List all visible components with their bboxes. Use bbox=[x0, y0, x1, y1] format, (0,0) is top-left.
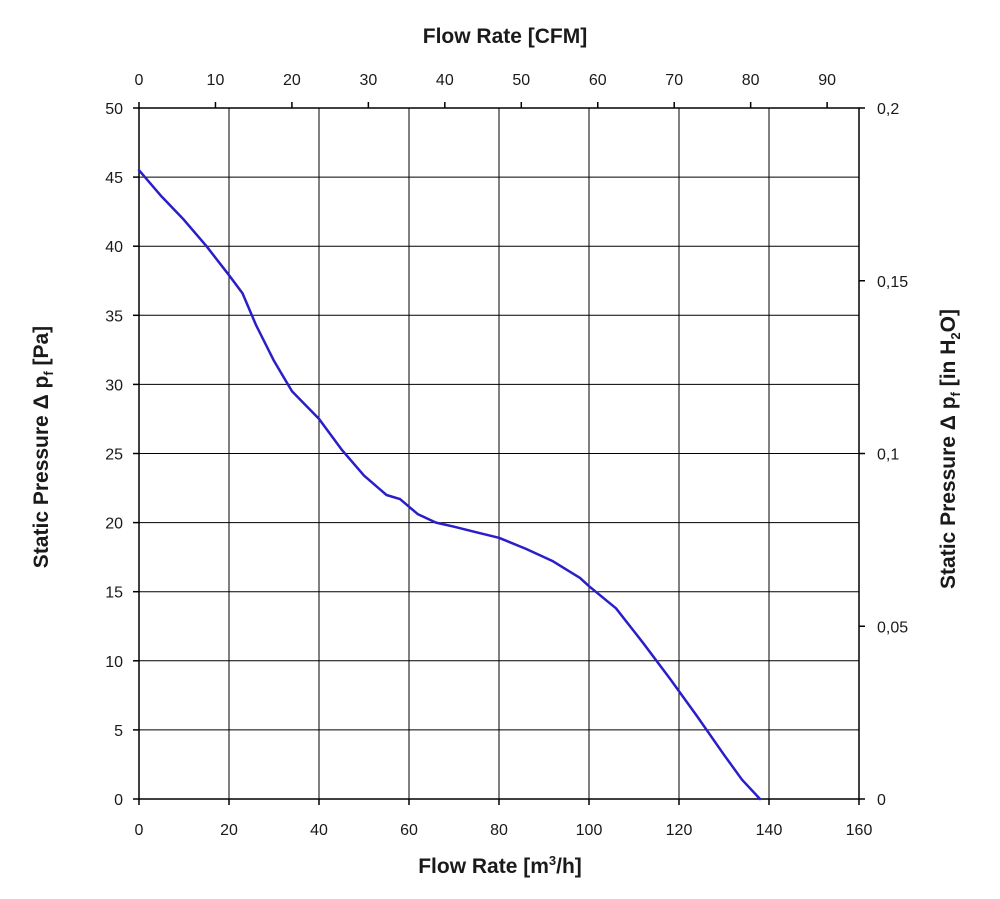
x-bottom-tick-label: 120 bbox=[666, 822, 693, 839]
x-axis-bottom-title-sup: 3 bbox=[549, 853, 556, 868]
y-axis-left-title-sub: f bbox=[41, 371, 56, 376]
x-top-tick-label: 20 bbox=[283, 72, 301, 89]
x-top-tick-label: 40 bbox=[436, 72, 454, 89]
y-axis-right-title-sub2: 2 bbox=[948, 332, 963, 339]
y-left-tick-label: 50 bbox=[105, 101, 123, 118]
x-top-tick-label: 50 bbox=[512, 72, 530, 89]
x-bottom-tick-label: 100 bbox=[576, 822, 603, 839]
y-axis-right-title-pre: Static Pressure Δ p bbox=[937, 396, 960, 589]
x-bottom-tick-label: 160 bbox=[846, 822, 873, 839]
y-axis-left-title-post: [Pa] bbox=[30, 326, 53, 372]
y-left-tick-label: 5 bbox=[114, 723, 123, 740]
x-top-tick-label: 10 bbox=[207, 72, 225, 89]
y-left-tick-label: 45 bbox=[105, 170, 123, 187]
tick-marks bbox=[133, 102, 865, 805]
x-top-tick-label: 70 bbox=[665, 72, 683, 89]
series-layer bbox=[137, 168, 762, 801]
x-bottom-tick-label: 60 bbox=[400, 822, 418, 839]
x-axis-bottom-title-pre: Flow Rate [m bbox=[418, 855, 549, 878]
x-top-tick-label: 60 bbox=[589, 72, 607, 89]
y-axis-right-title: Static Pressure Δ pf [in H2O] bbox=[937, 309, 963, 589]
y-right-tick-label: 0,15 bbox=[877, 274, 908, 291]
y-axis-left-title: Static Pressure Δ pf [Pa] bbox=[30, 326, 56, 568]
series-line-1 bbox=[137, 168, 762, 801]
y-left-tick-label: 15 bbox=[105, 585, 123, 602]
y-left-tick-label: 25 bbox=[105, 447, 123, 464]
x-top-tick-label: 0 bbox=[135, 72, 144, 89]
x-axis-top-title: Flow Rate [CFM] bbox=[423, 25, 587, 48]
y-left-tick-label: 10 bbox=[105, 654, 123, 671]
x-bottom-tick-label: 140 bbox=[756, 822, 783, 839]
y-right-tick-label: 0,1 bbox=[877, 447, 899, 464]
x-bottom-tick-label: 20 bbox=[220, 822, 238, 839]
x-bottom-tick-label: 40 bbox=[310, 822, 328, 839]
y-right-tick-label: 0,2 bbox=[877, 101, 899, 118]
x-top-tick-label: 80 bbox=[742, 72, 760, 89]
y-axis-left-title-pre: Static Pressure Δ p bbox=[30, 376, 53, 569]
y-left-tick-label: 30 bbox=[105, 377, 123, 394]
y-left-tick-label: 40 bbox=[105, 239, 123, 256]
y-left-tick-label: 0 bbox=[114, 792, 123, 809]
x-bottom-tick-label: 80 bbox=[490, 822, 508, 839]
y-axis-right-title-mid: [in H bbox=[937, 340, 960, 393]
y-right-tick-label: 0 bbox=[877, 792, 886, 809]
x-top-tick-label: 90 bbox=[818, 72, 836, 89]
y-axis-right-title-sub: f bbox=[948, 391, 963, 396]
x-top-tick-label: 30 bbox=[359, 72, 377, 89]
x-bottom-tick-label: 0 bbox=[135, 822, 144, 839]
x-axis-bottom-title-post: /h] bbox=[556, 855, 582, 878]
y-left-tick-label: 20 bbox=[105, 516, 123, 533]
x-axis-bottom-title: Flow Rate [m3/h] bbox=[418, 853, 582, 878]
y-right-tick-label: 0,05 bbox=[877, 619, 908, 636]
y-axis-right-title-post: O] bbox=[937, 309, 960, 332]
y-left-tick-label: 35 bbox=[105, 308, 123, 325]
grid bbox=[138, 107, 860, 800]
